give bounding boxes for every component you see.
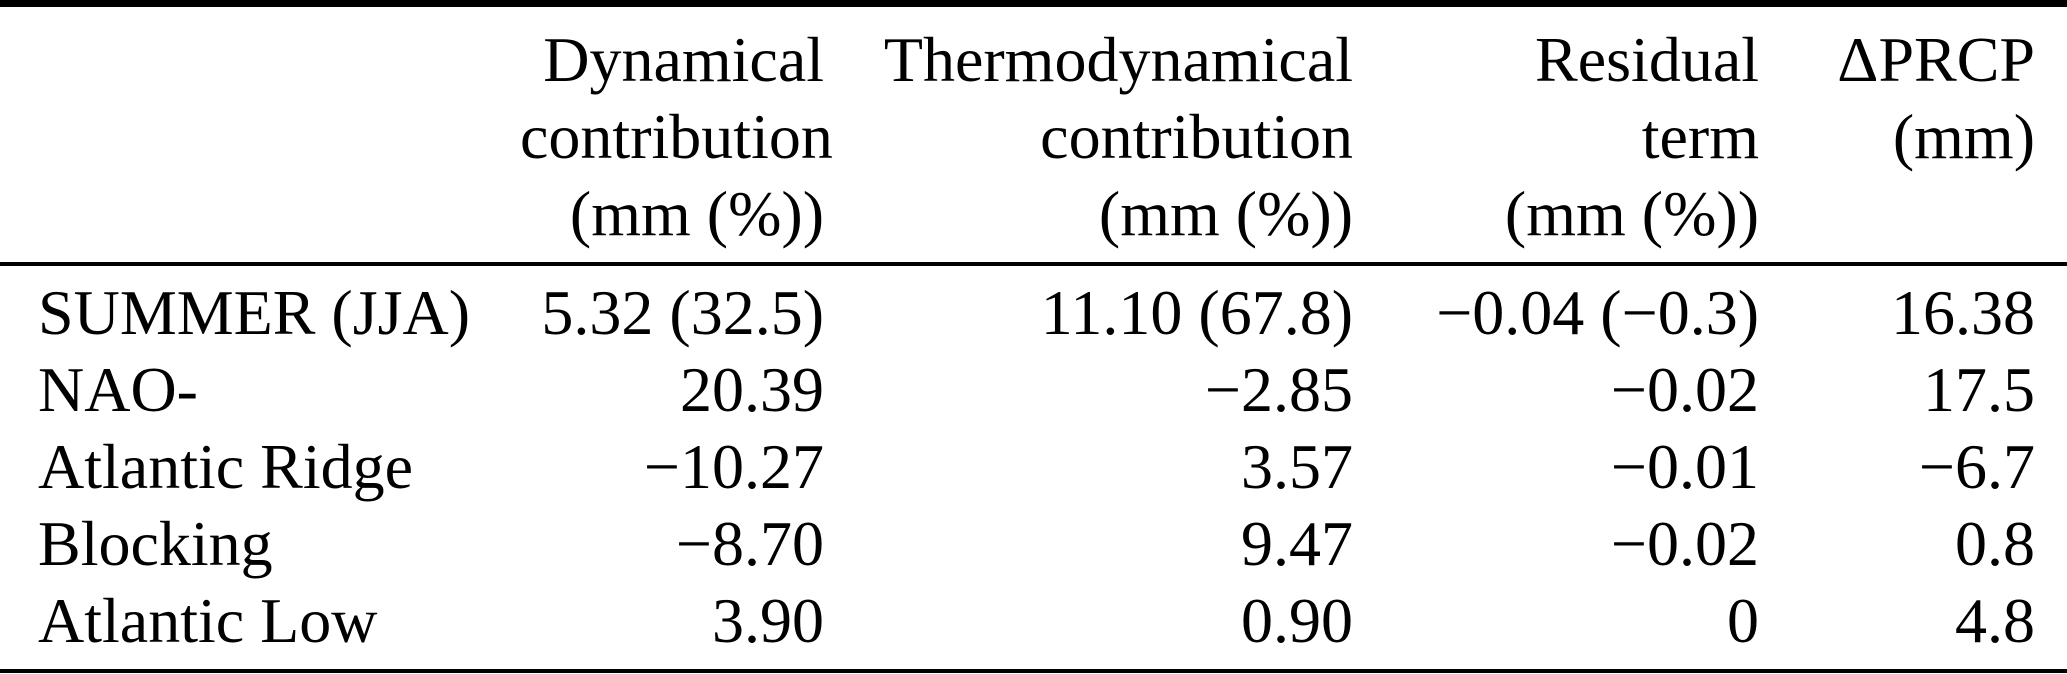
- cell-residual: 0: [1353, 582, 1759, 673]
- header-line: (mm (%)): [1504, 178, 1759, 249]
- header-line: Thermodynamical: [883, 24, 1353, 95]
- cell-dynamical: 20.39: [680, 354, 824, 425]
- header-line: Residual: [1535, 24, 1759, 95]
- col-header-row-label: [0, 3, 520, 266]
- header-row: Dynamical contribution (mm (%)) Thermody…: [0, 3, 2067, 266]
- col-header-dynamical-contribution: Dynamical contribution (mm (%)): [520, 3, 833, 266]
- table-body: SUMMER (JJA) 5.32 (32.5) 11.10 (67.8) −0…: [0, 264, 2067, 673]
- header-line: term: [1641, 101, 1759, 172]
- table-row: NAO- 20.39 −2.85 −0.02 17.5: [0, 351, 2067, 428]
- col-header-delta-prcp: ΔPRCP (mm): [1759, 3, 2067, 266]
- table-header: Dynamical contribution (mm (%)) Thermody…: [0, 3, 2067, 266]
- row-label: Atlantic Ridge: [38, 431, 414, 502]
- row-label: SUMMER (JJA): [38, 277, 471, 348]
- row-label: NAO-: [38, 354, 198, 425]
- header-line: (mm (%)): [569, 178, 824, 249]
- cell-delta-prcp: −6.7: [1918, 431, 2035, 502]
- table-row: Atlantic Low 3.90 0.90 0 4.8: [0, 582, 2067, 673]
- header-line: contribution: [1040, 101, 1353, 172]
- cell-dynamical: 3.90: [520, 582, 824, 673]
- cell-delta-prcp: 16.38: [1891, 277, 2035, 348]
- header-line: Dynamical: [543, 24, 824, 95]
- header-line: (mm): [1892, 101, 2035, 172]
- cell-residual: −0.01: [1610, 431, 1759, 502]
- cell-thermodynamical: 9.47: [1241, 508, 1353, 579]
- cell-dynamical: −10.27: [643, 431, 824, 502]
- header-line: (mm (%)): [1098, 178, 1353, 249]
- cell-delta-prcp: 0.8: [1955, 508, 2035, 579]
- table-row: SUMMER (JJA) 5.32 (32.5) 11.10 (67.8) −0…: [0, 264, 2067, 351]
- row-label: Blocking: [38, 508, 273, 579]
- col-header-thermodynamical-contribution: Thermodynamical contribution (mm (%)): [824, 3, 1353, 266]
- cell-dynamical: −8.70: [675, 508, 824, 579]
- cell-thermodynamical: 0.90: [824, 582, 1353, 673]
- cell-residual: −0.04 (−0.3): [1436, 277, 1759, 348]
- col-header-residual-term: Residual term (mm (%)): [1353, 3, 1759, 266]
- cell-residual: −0.02: [1610, 508, 1759, 579]
- table-row: Blocking −8.70 9.47 −0.02 0.8: [0, 505, 2067, 582]
- cell-delta-prcp: 17.5: [1923, 354, 2035, 425]
- row-label: Atlantic Low: [0, 582, 520, 673]
- header-line: ΔPRCP: [1837, 24, 2035, 95]
- cell-thermodynamical: 3.57: [1241, 431, 1353, 502]
- table-row: Atlantic Ridge −10.27 3.57 −0.01 −6.7: [0, 428, 2067, 505]
- cell-thermodynamical: 11.10 (67.8): [1040, 277, 1353, 348]
- cell-thermodynamical: −2.85: [1204, 354, 1353, 425]
- header-line: contribution: [520, 101, 833, 172]
- cell-delta-prcp: 4.8: [1759, 582, 2067, 673]
- cell-residual: −0.02: [1610, 354, 1759, 425]
- cell-dynamical: 5.32 (32.5): [541, 277, 824, 348]
